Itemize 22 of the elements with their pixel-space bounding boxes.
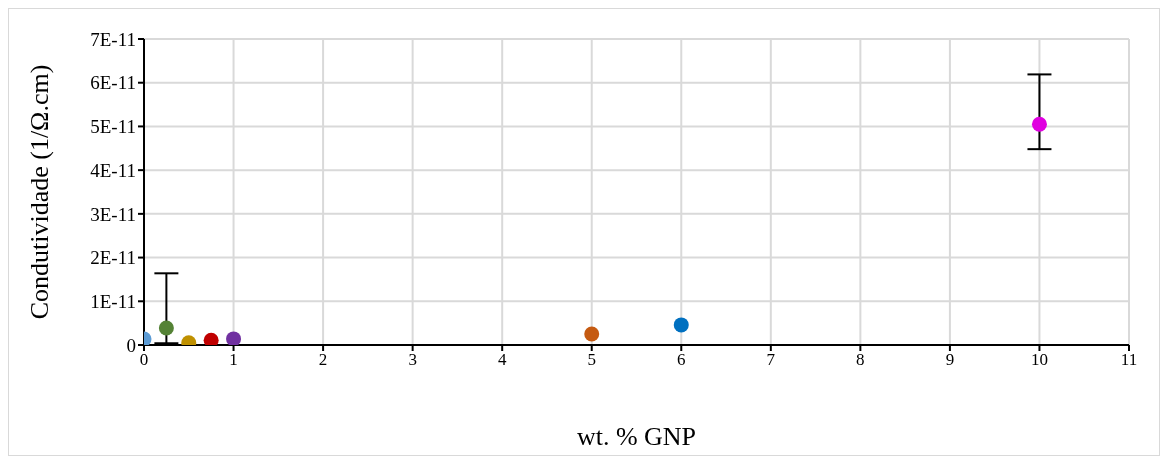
x-tick-label: 10 (1030, 350, 1048, 370)
y-tick-label: 1E-11 (90, 291, 136, 313)
y-tick-label: 3E-11 (90, 203, 136, 225)
y-tick-label: 5E-11 (90, 116, 136, 138)
y-axis-title: Condutividade (1/Ω.cm) (25, 64, 55, 320)
x-tick-label: 11 (1120, 350, 1138, 370)
x-tick-label: 8 (856, 350, 865, 370)
x-tick-label: 3 (408, 350, 417, 370)
x-tick-label: 0 (139, 350, 149, 370)
y-tick-label: 2E-11 (90, 247, 136, 269)
y-tick-label: 7E-11 (90, 28, 136, 50)
x-tick-label: 2 (318, 350, 328, 370)
x-axis-title: wt. % GNP (576, 422, 697, 451)
y-tick-label: 4E-11 (90, 159, 136, 181)
y-tick-label: 6E-11 (90, 72, 136, 94)
x-tick-label: 4 (497, 350, 507, 370)
x-tick-label: 7 (766, 350, 776, 370)
x-tick-label: 6 (677, 350, 686, 370)
x-tick-label: 9 (945, 350, 955, 370)
y-tick-label: 0 (126, 334, 136, 356)
x-tick-label: 5 (587, 350, 596, 370)
x-tick-label: 1 (229, 350, 238, 370)
